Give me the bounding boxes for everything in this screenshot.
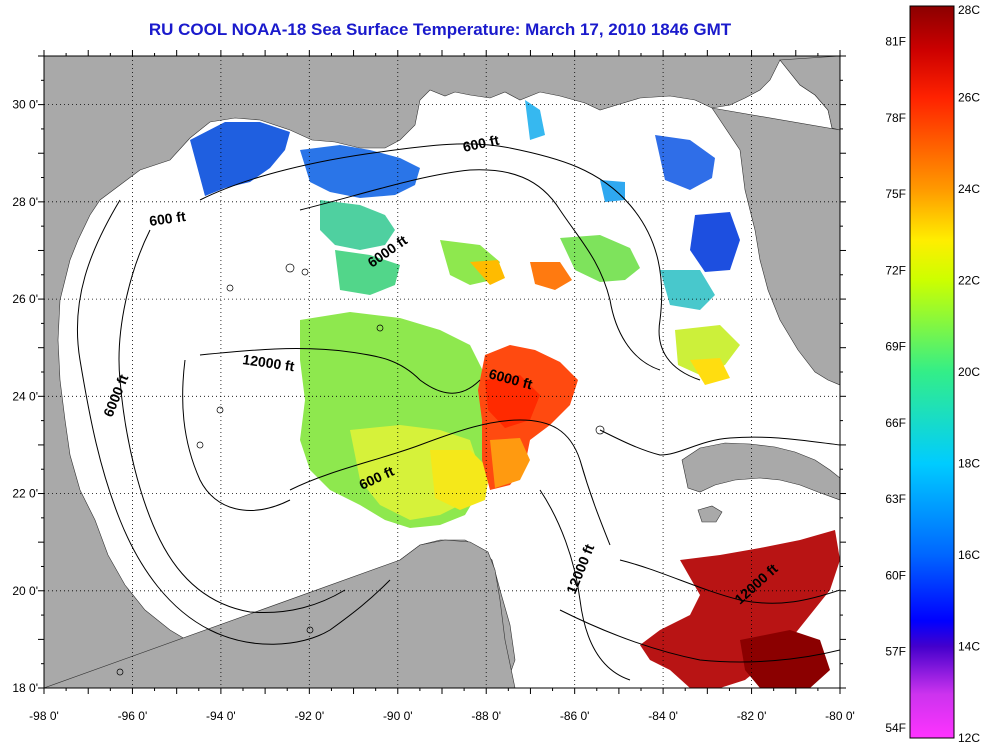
bathymetry-contours — [76, 143, 840, 681]
colorbar-celsius-label: 16C — [958, 548, 980, 562]
grid-lines — [44, 56, 840, 688]
colorbar-fahrenheit-label: 66F — [885, 416, 906, 430]
x-tick-label: -86 0' — [560, 709, 590, 723]
x-tick-label: -80 0' — [825, 709, 855, 723]
x-tick-label: -98 0' — [29, 709, 59, 723]
colorbar-fahrenheit-label: 57F — [885, 645, 906, 659]
contour-label-12000ft-west: 12000 ft — [242, 351, 296, 374]
x-tick-label: -96 0' — [118, 709, 148, 723]
colorbar-fahrenheit-label: 78F — [885, 111, 906, 125]
map-title: RU COOL NOAA-18 Sea Surface Temperature:… — [148, 20, 732, 39]
colorbar-fahrenheit-label: 54F — [885, 721, 906, 735]
colorbar-celsius-labels: 28C 26C 24C 22C 20C 18C 16C 14C 12C — [958, 3, 980, 745]
colorbar-celsius-label: 12C — [958, 731, 980, 745]
y-tick-label: 26 0' — [12, 292, 38, 306]
y-tick-label: 18 0' — [12, 681, 38, 695]
colorbar-celsius-label: 26C — [958, 91, 980, 105]
y-tick-label: 20 0' — [12, 584, 38, 598]
y-tick-label: 22 0' — [12, 487, 38, 501]
x-tick-label: -90 0' — [383, 709, 413, 723]
colorbar-celsius-label: 14C — [958, 640, 980, 654]
x-axis-labels: -98 0' -96 0' -94 0' -92 0' -90 0' -88 0' -86 … — [29, 709, 855, 723]
colorbar-fahrenheit-label: 81F — [885, 35, 906, 49]
colorbar-fahrenheit-label: 60F — [885, 568, 906, 582]
colorbar-celsius-label: 28C — [958, 3, 980, 17]
colorbar-fahrenheit-label: 63F — [885, 492, 906, 506]
x-tick-label: -88 0' — [471, 709, 501, 723]
colorbar-celsius-label: 24C — [958, 182, 980, 196]
x-tick-label: -94 0' — [206, 709, 236, 723]
x-tick-label: -82 0' — [737, 709, 767, 723]
tick-marks — [38, 50, 846, 694]
contour-blobs — [116, 263, 605, 676]
colorbar-celsius-label: 20C — [958, 365, 980, 379]
colorbar-fahrenheit-label: 72F — [885, 263, 906, 277]
contour-label-600ft-north: 600 ft — [461, 132, 500, 155]
y-tick-label: 24 0' — [12, 389, 38, 403]
colorbar-fahrenheit-labels: 81F 78F 75F 72F 69F 66F 63F 60F 57F 54F — [885, 35, 906, 735]
x-tick-label: -84 0' — [648, 709, 678, 723]
contour-label-600ft-west: 600 ft — [148, 208, 187, 229]
colorbar-fahrenheit-label: 69F — [885, 340, 906, 354]
colorbar-gradient — [909, 5, 955, 739]
y-tick-label: 30 0' — [12, 98, 38, 112]
colorbar: 28C 26C 24C 22C 20C 18C 16C 14C 12C 81F 78F 75F 72F… — [885, 3, 980, 745]
x-tick-label: -92 0' — [295, 709, 325, 723]
sst-data — [190, 100, 840, 688]
y-axis-labels: 18 0' 20 0' 22 0' 24 0' 26 0' 28 0' 30 0' — [12, 98, 38, 695]
y-tick-label: 28 0' — [12, 195, 38, 209]
colorbar-fahrenheit-label: 75F — [885, 187, 906, 201]
land-masses — [44, 56, 840, 688]
colorbar-celsius-label: 18C — [958, 457, 980, 471]
colorbar-celsius-label: 22C — [958, 274, 980, 288]
